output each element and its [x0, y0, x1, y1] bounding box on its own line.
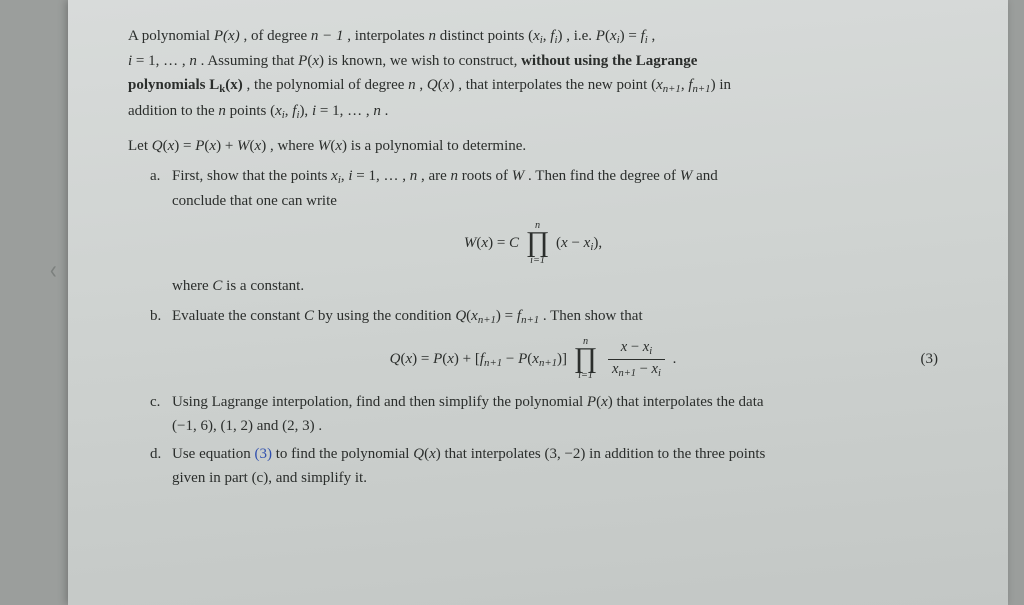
math: n — [451, 168, 459, 184]
math: (xn+1, fn+1) — [651, 77, 716, 93]
text: to find the polynomial — [276, 446, 413, 462]
math: n — [218, 103, 226, 119]
text: , where — [270, 138, 318, 154]
math: W(x) = C n ∏ i=1 (x − xi), — [464, 235, 602, 251]
math: P(x) — [298, 53, 324, 69]
text: where — [172, 278, 212, 294]
text: and — [257, 418, 282, 434]
part-d-label: d. — [150, 442, 172, 490]
text: . — [385, 103, 389, 119]
intro-paragraph: A polynomial P(x) , of degree n − 1 , in… — [128, 24, 938, 124]
text: . Assuming that — [201, 53, 299, 69]
text: . — [318, 418, 322, 434]
text: Let — [128, 138, 152, 154]
math: P(x) — [214, 28, 240, 44]
text: is known, we wish to construct, — [328, 53, 521, 69]
text: , — [419, 77, 427, 93]
text: , the polynomial of degree — [247, 77, 409, 93]
text: that interpolates the data — [617, 394, 764, 410]
math: xi, i = 1, … , n — [331, 168, 417, 184]
text: . Then find the degree of — [528, 168, 680, 184]
text: that interpolates — [444, 446, 544, 462]
bold-text: without using the Lagrange — [521, 53, 697, 69]
math: P(x) — [587, 394, 613, 410]
text: is a polynomial to determine. — [351, 138, 526, 154]
text: distinct points — [440, 28, 528, 44]
equation-number: (3) — [921, 347, 939, 371]
document-page: A polynomial P(x) , of degree n − 1 , in… — [68, 0, 1008, 605]
equation-W: W(x) = C n ∏ i=1 (x − xi), — [128, 221, 938, 266]
math: (−1, 6), (1, 2) — [172, 418, 253, 434]
part-b: b. Evaluate the constant C by using the … — [150, 304, 938, 329]
math: C — [304, 308, 314, 324]
text: A polynomial — [128, 28, 214, 44]
math: n — [429, 28, 437, 44]
text: points — [230, 103, 270, 119]
text: in addition to the three points — [589, 446, 765, 462]
text: , interpolates — [347, 28, 428, 44]
math: Q(x) — [413, 446, 441, 462]
text: given in part (c), and simplify it. — [172, 470, 367, 486]
math: W — [680, 168, 693, 184]
text: , that interpolates the new point — [458, 77, 651, 93]
part-a: a. First, show that the points xi, i = 1… — [150, 164, 938, 213]
math: W(x) — [318, 138, 347, 154]
part-a-label: a. — [150, 164, 172, 213]
text: First, show that the points — [172, 168, 331, 184]
text: , i.e. — [566, 28, 596, 44]
part-b-label: b. — [150, 304, 172, 329]
math: n − 1 — [311, 28, 344, 44]
math: P(xi) = fi — [596, 28, 648, 44]
math: W — [512, 168, 525, 184]
equation-ref-link[interactable]: (3) — [254, 446, 272, 462]
text: in — [719, 77, 731, 93]
math: (xi, fi), i = 1, … , n — [270, 103, 381, 119]
part-c: c. Using Lagrange interpolation, find an… — [150, 390, 938, 438]
text: is a constant. — [226, 278, 304, 294]
text: . Then show that — [543, 308, 643, 324]
part-d: d. Use equation (3) to find the polynomi… — [150, 442, 938, 490]
math: i = 1, … , n — [128, 53, 197, 69]
where-line: where C is a constant. — [172, 274, 938, 298]
text: Use equation — [172, 446, 254, 462]
equation-Q: Q(x) = P(x) + [fn+1 − P(xn+1)] n ∏ i=1 x… — [128, 337, 938, 382]
text: addition to the — [128, 103, 218, 119]
text: , — [652, 28, 656, 44]
text: Using Lagrange interpolation, find and t… — [172, 394, 587, 410]
text: , are — [421, 168, 451, 184]
bold-text: polynomials Lk(x) — [128, 77, 243, 93]
math: C — [212, 278, 222, 294]
math: Q(xn+1) = fn+1 — [455, 308, 539, 324]
text: Evaluate the constant — [172, 308, 304, 324]
let-line: Let Q(x) = P(x) + W(x) , where W(x) is a… — [128, 134, 938, 158]
math: (2, 3) — [282, 418, 315, 434]
math: Q(x) — [427, 77, 455, 93]
text: conclude that one can write — [172, 193, 337, 209]
math: Q(x) = P(x) + [fn+1 − P(xn+1)] n ∏ i=1 x… — [390, 351, 677, 367]
text: and — [696, 168, 718, 184]
text: , of degree — [243, 28, 310, 44]
math: (xi, fi) — [528, 28, 562, 44]
math: (3, −2) — [544, 446, 585, 462]
part-c-label: c. — [150, 390, 172, 438]
gutter-chevron-icon: ‹ — [50, 257, 57, 287]
text: by using the condition — [318, 308, 456, 324]
math: Q(x) = P(x) + W(x) — [152, 138, 266, 154]
math: n — [408, 77, 416, 93]
text: roots of — [462, 168, 512, 184]
